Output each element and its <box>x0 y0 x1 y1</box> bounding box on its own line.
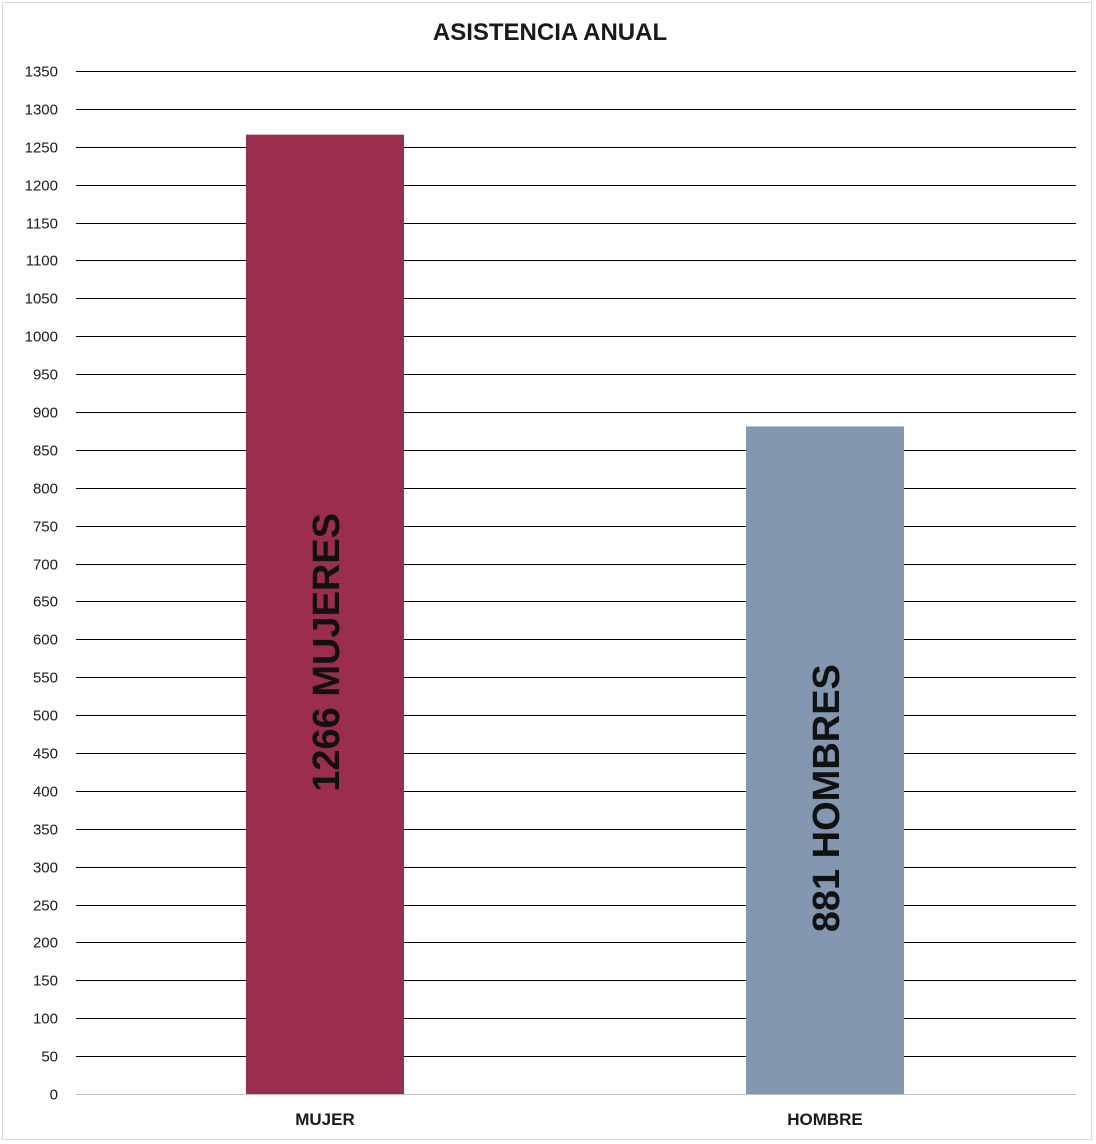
y-tick-label: 50 <box>41 1049 58 1066</box>
y-tick-label: 450 <box>33 746 58 763</box>
y-tick-label: 150 <box>33 973 58 990</box>
y-tick-label: 750 <box>33 519 58 536</box>
y-tick-label: 1100 <box>26 253 58 270</box>
y-tick-label: 1000 <box>25 329 58 346</box>
y-tick-label: 950 <box>33 367 58 384</box>
y-tick-label: 250 <box>33 898 58 915</box>
y-tick-label: 550 <box>33 670 58 687</box>
y-tick-label: 1200 <box>25 178 58 195</box>
y-tick-label: 400 <box>33 784 58 801</box>
bar-data-label: 1266 MUJERES <box>306 513 348 792</box>
y-tick-label: 500 <box>33 708 58 725</box>
y-tick-label: 650 <box>33 594 58 611</box>
y-tick-label: 1050 <box>25 291 58 308</box>
gridlines <box>76 72 1076 1095</box>
y-tick-label: 300 <box>33 860 58 877</box>
bar-data-label: 881 HOMBRES <box>806 664 848 932</box>
x-axis-category-labels: MUJER HOMBRE <box>295 1110 863 1129</box>
y-tick-label: 800 <box>33 481 58 498</box>
y-tick-label: 900 <box>33 405 58 422</box>
y-tick-label: 1250 <box>25 140 58 157</box>
y-tick-label: 100 <box>33 1011 58 1028</box>
y-tick-label: 0 <box>50 1087 58 1104</box>
y-tick-label: 1350 <box>25 64 58 81</box>
y-tick-label: 1150 <box>26 216 58 233</box>
x-category-label: HOMBRE <box>787 1110 863 1129</box>
y-tick-label: 350 <box>33 822 58 839</box>
y-tick-label: 1300 <box>25 102 58 119</box>
y-tick-label: 700 <box>33 557 58 574</box>
y-tick-label: 200 <box>33 935 58 952</box>
y-tick-label: 600 <box>33 632 58 649</box>
y-axis-tick-labels: 0 50 100 150 200 250 300 350 400 450 500 550 600 650 7… <box>25 64 58 1104</box>
y-tick-label: 850 <box>33 443 58 460</box>
chart-title: ASISTENCIA ANUAL <box>433 19 667 46</box>
x-category-label: MUJER <box>295 1110 355 1129</box>
